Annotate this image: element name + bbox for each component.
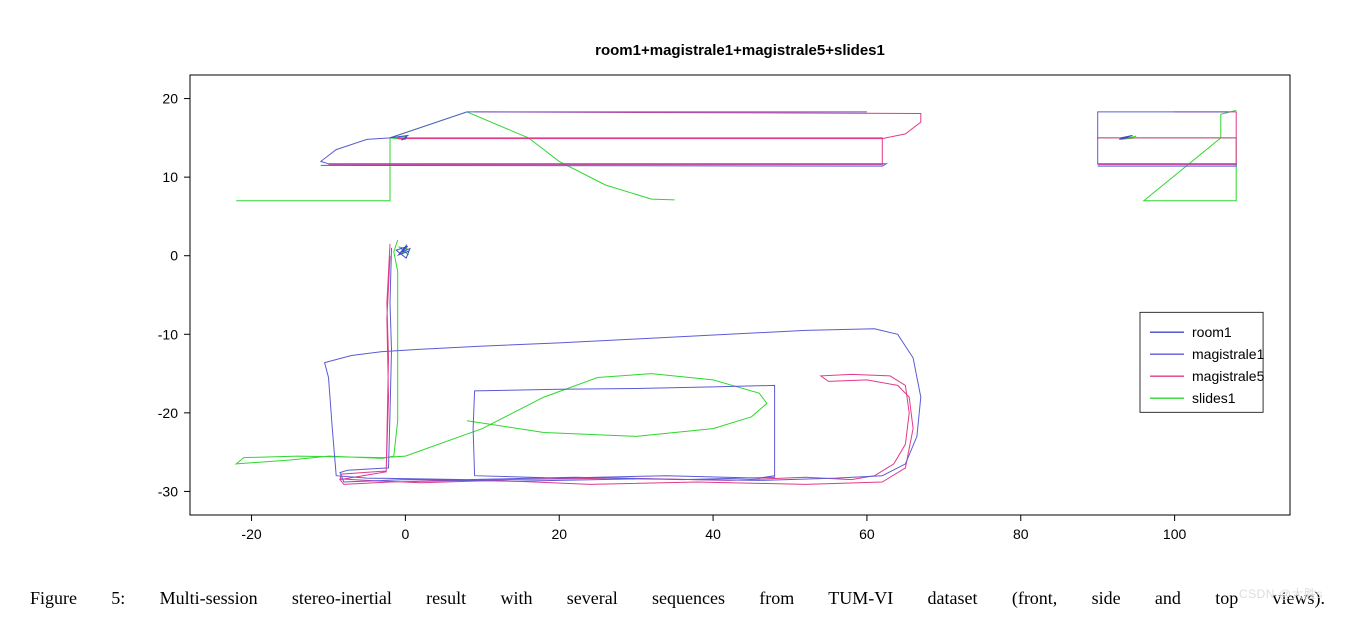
legend-label: magistrale5 — [1192, 368, 1265, 384]
plot-border — [190, 75, 1290, 515]
svg-text:20: 20 — [162, 91, 178, 107]
trajectory-magistrale1 — [1098, 112, 1237, 166]
y-tick: -10 — [158, 326, 190, 342]
svg-text:20: 20 — [551, 526, 567, 542]
svg-text:80: 80 — [1013, 526, 1029, 542]
svg-text:-30: -30 — [158, 483, 178, 499]
legend-label: magistrale1 — [1192, 346, 1265, 362]
y-tick: 10 — [162, 169, 190, 185]
svg-text:-10: -10 — [158, 326, 178, 342]
svg-text:10: 10 — [162, 169, 178, 185]
x-tick: 80 — [1013, 515, 1029, 542]
svg-text:-20: -20 — [241, 526, 261, 542]
svg-text:40: 40 — [705, 526, 721, 542]
svg-text:60: 60 — [859, 526, 875, 542]
y-tick: -30 — [158, 483, 190, 499]
trajectory-slides1 — [1098, 110, 1237, 200]
x-tick: 20 — [551, 515, 567, 542]
x-tick: 0 — [401, 515, 409, 542]
series-group — [236, 110, 1236, 484]
trajectory-slides1 — [236, 240, 767, 464]
trajectory-magistrale5 — [329, 112, 921, 165]
svg-text:100: 100 — [1163, 526, 1187, 542]
y-tick: 0 — [170, 248, 190, 264]
trajectory-plot: room1+magistrale1+magistrale5+slides1 -20… — [20, 20, 1335, 560]
figure-caption: Figure 5: Multi-session stereo-inertial … — [20, 588, 1335, 609]
y-tick: -20 — [158, 405, 190, 421]
y-tick: 20 — [162, 91, 190, 107]
legend-label: slides1 — [1192, 390, 1236, 406]
x-tick: -20 — [241, 515, 261, 542]
svg-text:0: 0 — [401, 526, 409, 542]
svg-text:0: 0 — [170, 248, 178, 264]
chart-area: room1+magistrale1+magistrale5+slides1 -20… — [20, 20, 1335, 560]
trajectory-magistrale1 — [325, 248, 921, 482]
trajectory-slides1 — [236, 112, 674, 201]
watermark-text: CSDN @大胜s — [1239, 585, 1323, 602]
chart-container: room1+magistrale1+magistrale5+slides1 -20… — [20, 20, 1335, 609]
legend: room1 magistrale1 magistrale5 slides1 — [1140, 312, 1265, 412]
legend-label: room1 — [1192, 324, 1232, 340]
svg-text:-20: -20 — [158, 405, 178, 421]
x-tick: 60 — [859, 515, 875, 542]
chart-title: room1+magistrale1+magistrale5+slides1 — [595, 42, 885, 59]
x-tick: 40 — [705, 515, 721, 542]
trajectory-magistrale5 — [1098, 112, 1237, 165]
x-tick: 100 — [1163, 515, 1187, 542]
